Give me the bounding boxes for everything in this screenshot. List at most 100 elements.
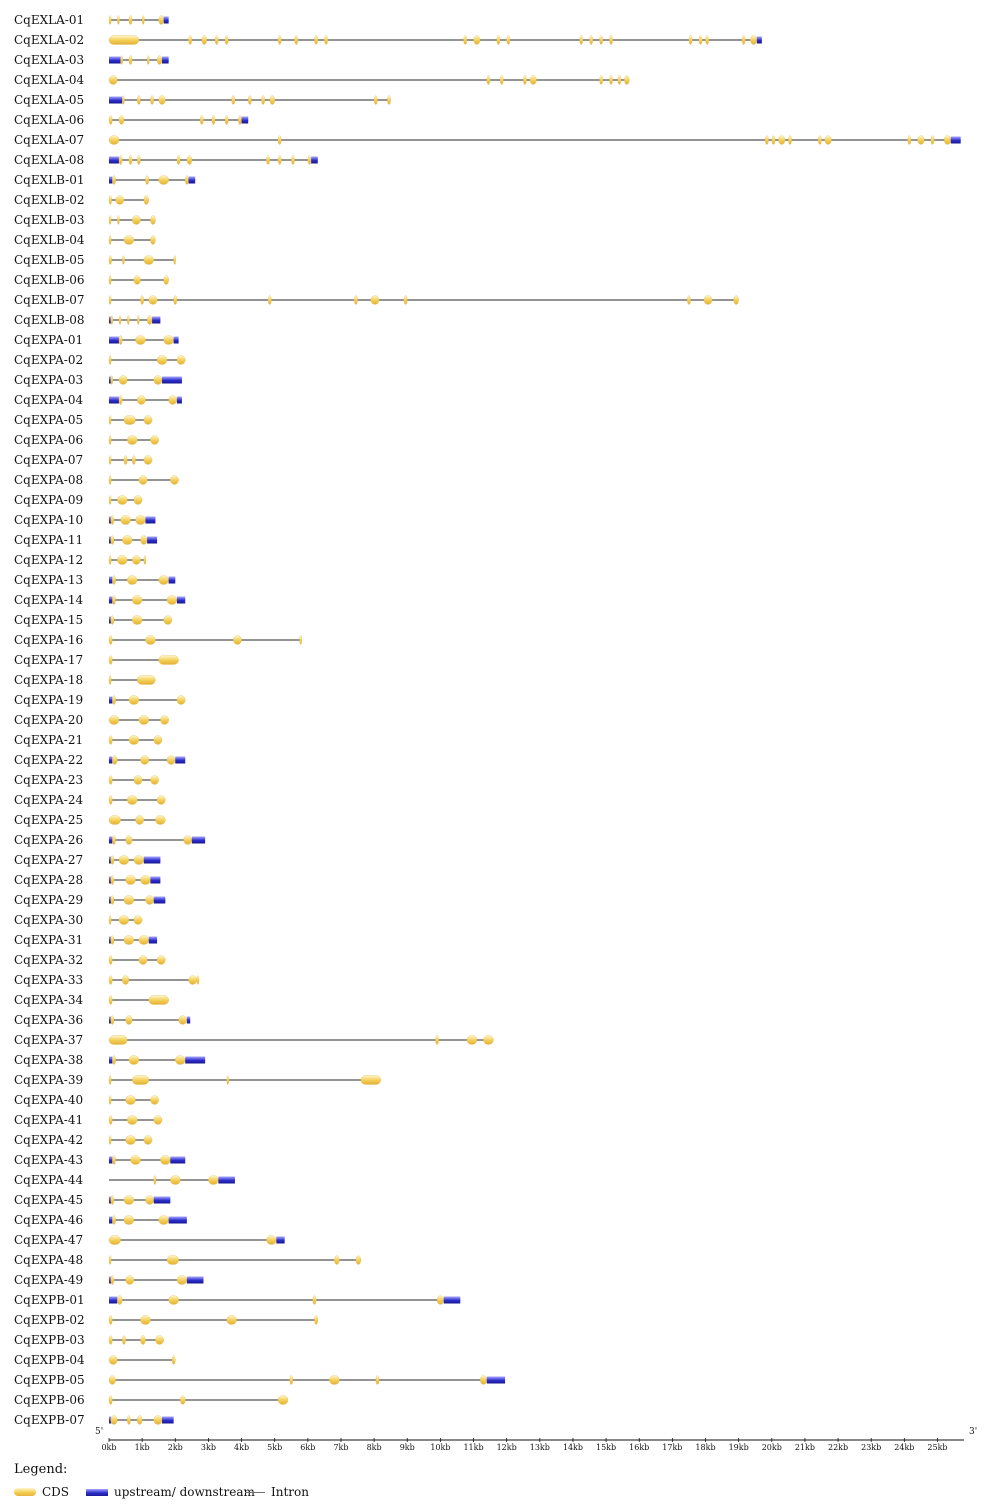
- cds-exon: [112, 695, 116, 705]
- cds-exon: [166, 595, 178, 605]
- cds-exon: [324, 35, 328, 45]
- legend-utr-label: upstream/ downstream: [114, 1485, 255, 1499]
- cds-exon: [122, 255, 125, 265]
- cds-exon: [127, 795, 138, 805]
- utr-block: [109, 1156, 113, 1164]
- gene-row: CqEXPA-01: [14, 333, 179, 347]
- cds-exon: [108, 915, 112, 925]
- cds-exon: [132, 595, 143, 605]
- gene-label: CqEXPB-05: [14, 1373, 85, 1387]
- cds-exon: [108, 195, 112, 205]
- cds-exon: [211, 115, 216, 125]
- gene-label: CqEXLA-04: [14, 73, 84, 87]
- cds-exon: [907, 135, 912, 145]
- gene-row: CqEXPA-12: [14, 553, 147, 567]
- cds-exon: [127, 435, 138, 445]
- gene-row: CqEXPA-02: [14, 353, 186, 367]
- utr-block: [109, 936, 112, 944]
- gene-row: CqEXLB-01: [14, 173, 196, 187]
- gene-label: CqEXPA-47: [14, 1233, 83, 1247]
- gene-row: CqEXPA-15: [14, 613, 173, 627]
- cds-exon: [108, 715, 120, 725]
- gene-row: CqEXPB-04: [14, 1353, 176, 1367]
- utr-block: [950, 136, 961, 144]
- utr-swatch: [86, 1488, 108, 1496]
- cds-exon: [143, 555, 147, 565]
- gene-label: CqEXPA-36: [14, 1013, 83, 1027]
- utr-block: [168, 1216, 187, 1224]
- tick-label: 25kb: [927, 1443, 947, 1452]
- gene-label: CqEXPA-17: [14, 653, 83, 667]
- cds-exon: [125, 1015, 133, 1025]
- cds-exon: [148, 295, 158, 305]
- cds-exon: [170, 1175, 181, 1185]
- gene-row: CqEXPA-47: [14, 1233, 285, 1247]
- utr-block: [311, 156, 318, 164]
- tick-label: 23kb: [861, 1443, 881, 1452]
- cds-exon: [166, 755, 176, 765]
- cds-exon: [153, 735, 163, 745]
- gene-row: CqEXPA-44: [14, 1173, 235, 1187]
- cds-exon: [128, 695, 139, 705]
- cds-exon: [156, 795, 166, 805]
- cds-exon: [599, 75, 603, 85]
- cds-exon: [122, 975, 130, 985]
- utr-block: [109, 516, 112, 524]
- cds-exon: [354, 295, 358, 305]
- cds-exon: [122, 1335, 126, 1345]
- tick-label: 17kb: [662, 1443, 682, 1452]
- gene-row: CqEXPA-30: [14, 913, 143, 927]
- cds-exon: [173, 295, 178, 305]
- cds-exon: [185, 175, 189, 185]
- gene-label: CqEXPA-22: [14, 753, 83, 767]
- gene-label: CqEXPB-02: [14, 1313, 85, 1327]
- cds-exon: [120, 55, 123, 65]
- utr-block: [162, 56, 169, 64]
- cds-exon: [617, 75, 622, 85]
- gene-label: CqEXLB-06: [14, 273, 85, 287]
- utr-block: [109, 376, 112, 384]
- cds-exon: [125, 835, 133, 845]
- gene-row: CqEXPA-25: [14, 813, 166, 827]
- cds-exon: [108, 255, 112, 265]
- cds-exon: [226, 1075, 229, 1085]
- utr-block: [152, 316, 161, 324]
- cds-exon: [818, 135, 822, 145]
- cds-exon: [123, 895, 135, 905]
- gene-row: CqEXPA-20: [14, 713, 169, 727]
- legend-item-cds: CDS: [14, 1484, 69, 1500]
- gene-row: CqEXLA-08: [14, 153, 318, 167]
- cds-exon: [163, 275, 169, 285]
- gene-row: CqEXPA-49: [14, 1273, 204, 1287]
- cds-exon: [108, 1255, 112, 1265]
- cds-exon: [117, 495, 128, 505]
- cds-exon: [110, 1195, 115, 1205]
- cds-exon: [108, 995, 113, 1005]
- tick-label: 12kb: [497, 1443, 517, 1452]
- gene-row: CqEXLA-04: [14, 73, 630, 87]
- gene-row: CqEXPA-46: [14, 1213, 187, 1227]
- cds-exon: [788, 135, 792, 145]
- utr-block: [162, 1416, 174, 1424]
- cds-exon: [150, 1095, 159, 1105]
- cds-exon: [180, 1395, 186, 1405]
- tick-label: 6kb: [300, 1443, 315, 1452]
- cds-exon: [299, 635, 302, 645]
- tick-label: 5kb: [267, 1443, 282, 1452]
- gene-label: CqEXLA-06: [14, 113, 84, 127]
- cds-exon: [196, 975, 200, 985]
- utr-block: [186, 1276, 204, 1284]
- cds-exon: [466, 1035, 477, 1045]
- gene-label: CqEXPA-16: [14, 633, 83, 647]
- cds-exon: [108, 1135, 112, 1145]
- cds-exon: [355, 1255, 362, 1265]
- utr-block: [109, 836, 113, 844]
- cds-exon: [118, 115, 125, 125]
- cds-exon: [140, 295, 144, 305]
- gene-label: CqEXPA-06: [14, 433, 83, 447]
- cds-exon: [168, 1295, 179, 1305]
- cds-exon: [123, 415, 136, 425]
- utr-block: [109, 396, 119, 404]
- cds-exon: [307, 155, 312, 165]
- cds-exon: [156, 355, 168, 365]
